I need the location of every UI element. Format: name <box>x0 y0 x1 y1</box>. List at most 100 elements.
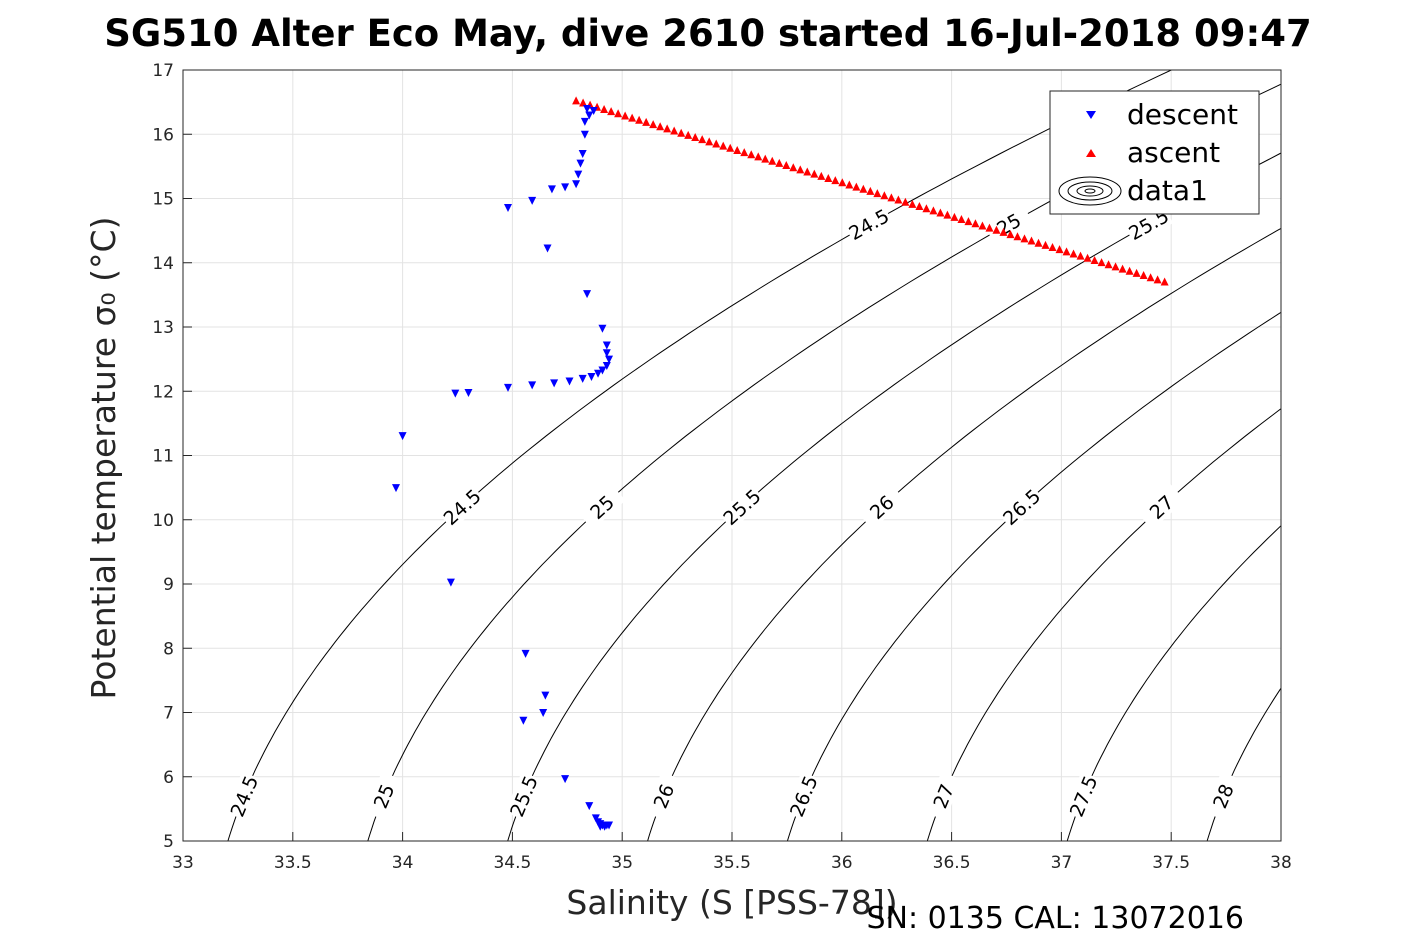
descent-point <box>519 716 528 725</box>
descent-point <box>464 389 473 398</box>
descent-point <box>602 362 611 371</box>
legend-descent-label: descent <box>1127 98 1238 131</box>
ascent-point <box>908 199 917 208</box>
descent-point <box>574 170 583 179</box>
contour-label-bg <box>984 203 1034 245</box>
contour-label-bg <box>1064 771 1102 821</box>
ascent-point <box>621 111 630 120</box>
descent-point <box>580 130 589 139</box>
descent-point <box>600 822 609 831</box>
descent-point <box>539 709 548 717</box>
descent-point <box>598 366 607 375</box>
descent-point <box>521 649 530 658</box>
ascent-point <box>950 212 959 221</box>
descent-point <box>541 691 550 700</box>
isopycnal-26 <box>647 227 1281 841</box>
ascent-point <box>817 171 826 180</box>
isopycnal-27.5 <box>1066 525 1281 841</box>
ascent-point <box>642 117 651 126</box>
ascent-point <box>649 120 658 129</box>
ascent-point <box>761 154 770 163</box>
ascent-point <box>1048 243 1057 252</box>
contour-label-bg <box>504 771 543 821</box>
descent-point <box>583 290 592 299</box>
ascent-point <box>670 126 679 135</box>
ascent-point <box>628 113 637 122</box>
ascent-point <box>747 150 756 159</box>
ascent-point <box>712 139 721 148</box>
descent-point <box>585 802 594 811</box>
isopycnal-24.5 <box>227 70 1173 841</box>
ascent-point <box>1153 275 1162 284</box>
ascent-point <box>1090 255 1099 264</box>
descent-point <box>587 372 596 381</box>
ascent-point <box>803 167 812 176</box>
ascent-point <box>1020 234 1029 243</box>
ascent-point <box>1062 247 1071 256</box>
contour-label-bg <box>578 483 626 530</box>
y-tick-label: 16 <box>152 125 174 145</box>
ascent-point <box>1160 277 1169 286</box>
ascent-point <box>684 130 693 139</box>
x-tick-label: 33.5 <box>274 853 312 873</box>
ascent-point <box>971 219 980 228</box>
y-tick-label: 12 <box>152 382 174 402</box>
isopycnal-27 <box>926 408 1281 841</box>
legend-box <box>1049 90 1260 215</box>
y-tick-label: 14 <box>152 254 174 274</box>
ascent-point <box>859 184 868 193</box>
ascent-point <box>915 202 924 211</box>
descent-point <box>543 244 552 253</box>
descent-point <box>572 180 581 189</box>
ascent-point <box>656 122 665 131</box>
x-axis: 33 33.5 34 34.5 35 35.5 36 36.5 37 37.5 38 <box>172 832 1292 873</box>
descent-point <box>504 203 513 212</box>
ascent-point <box>740 148 749 157</box>
descent-point <box>565 377 574 386</box>
descent-point <box>602 341 611 350</box>
ascent-point <box>1125 266 1134 275</box>
ascent-point <box>1132 268 1141 277</box>
ascent-point <box>1076 251 1085 260</box>
ascent-point <box>1069 249 1078 258</box>
descent-point <box>578 374 587 383</box>
descent-point <box>605 355 614 364</box>
footer-text: SN: 0135 CAL: 13072016 <box>866 901 1244 936</box>
y-tick-label: 11 <box>152 447 174 467</box>
y-tick-label: 6 <box>163 768 174 788</box>
descent-point <box>547 185 556 194</box>
ascent-point <box>1083 253 1092 262</box>
ascent-point <box>831 176 840 185</box>
x-tick-label: 36.5 <box>933 853 971 873</box>
contour-label-bg <box>644 771 683 821</box>
x-tick-label: 37 <box>1051 853 1073 873</box>
ascent-point <box>1111 262 1120 271</box>
x-tick-label: 35 <box>611 853 633 873</box>
ascent-point <box>677 128 686 137</box>
descent-point <box>578 150 587 159</box>
x-tick-label: 34 <box>392 853 414 873</box>
descent-point <box>585 111 594 120</box>
descent-point <box>594 369 603 378</box>
ascent-point <box>901 197 910 206</box>
x-tick-label: 35.5 <box>713 853 751 873</box>
contour-label-bg <box>844 203 894 245</box>
contour-label-bg <box>438 483 486 530</box>
descent-point <box>528 381 537 390</box>
ascent-point <box>1041 240 1050 249</box>
ascent-point <box>796 165 805 174</box>
ascent-point <box>1013 232 1022 241</box>
descent-point <box>398 432 407 441</box>
ascent-point <box>1097 258 1106 267</box>
descent-point <box>561 183 570 192</box>
ascent-point <box>838 178 847 187</box>
contour-label-bg <box>718 483 766 530</box>
y-tick-label: 9 <box>163 575 174 595</box>
ascent-point <box>579 98 588 107</box>
y-tick-label: 17 <box>152 61 174 81</box>
descent-point <box>580 117 589 126</box>
ascent-point <box>810 169 819 178</box>
ascent-point <box>600 104 609 113</box>
descent-point <box>589 106 598 115</box>
descent-point <box>561 775 570 784</box>
